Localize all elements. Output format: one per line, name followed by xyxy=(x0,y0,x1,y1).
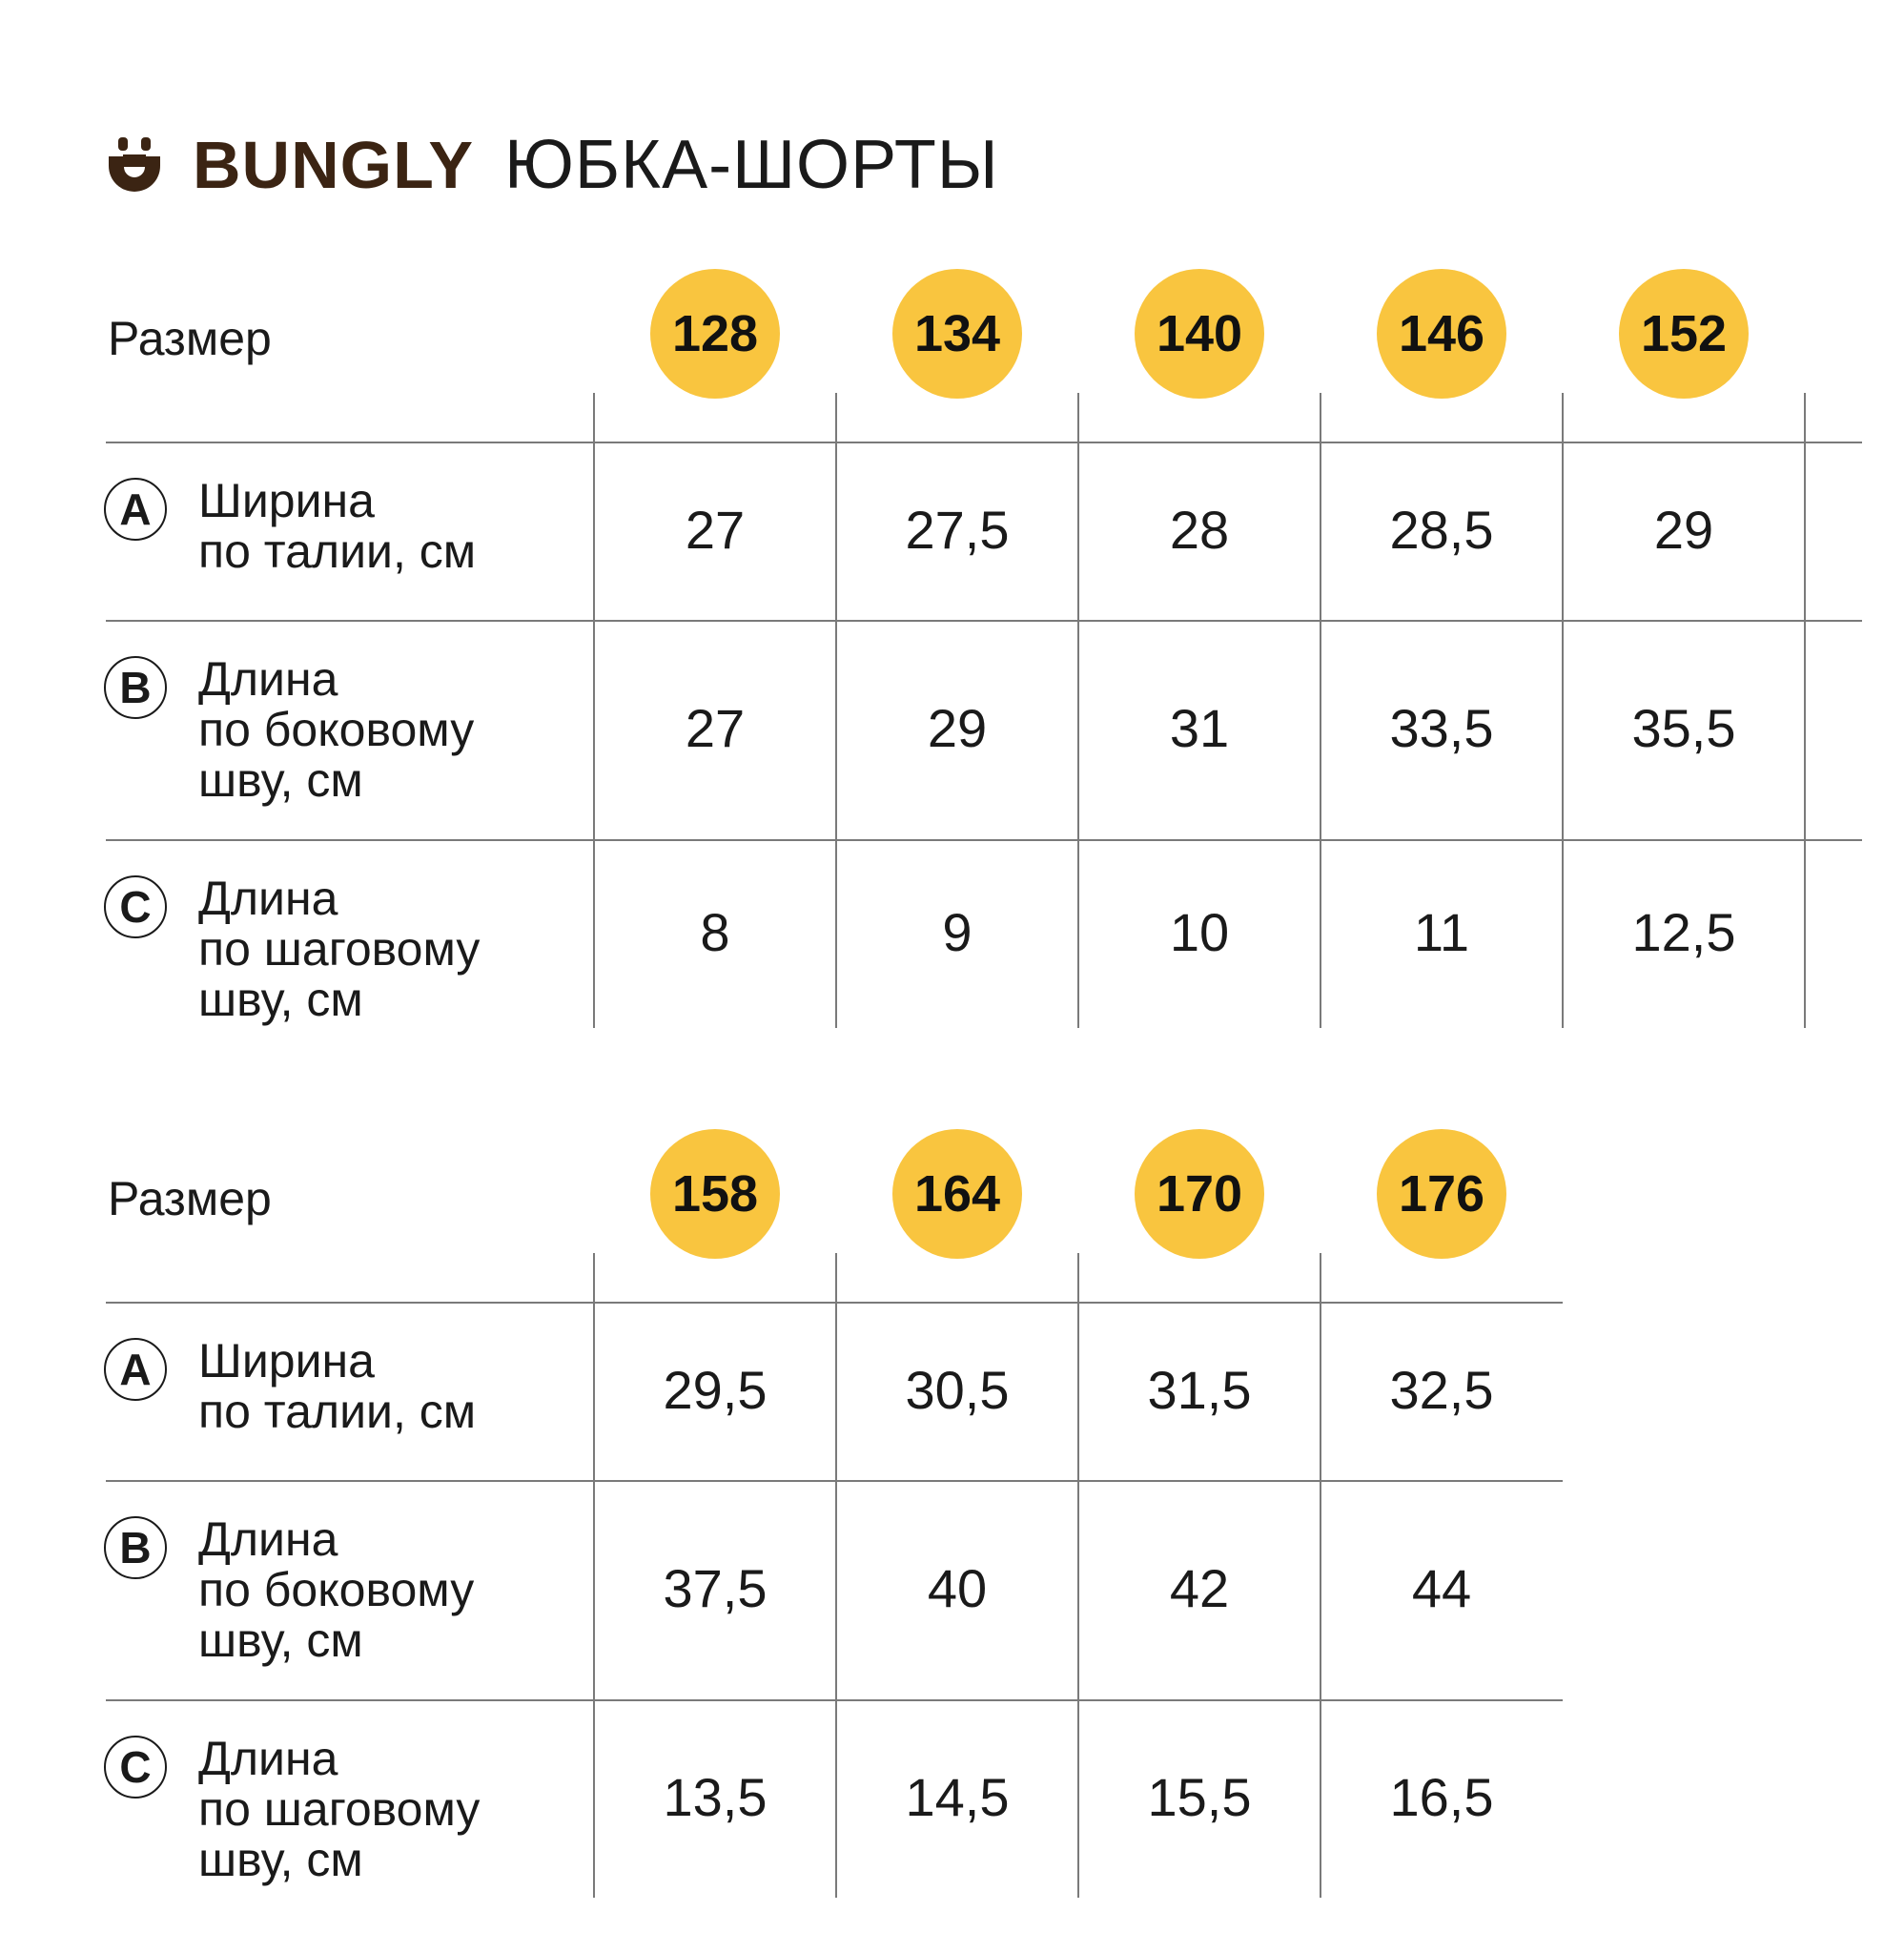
table-cell: 8 xyxy=(700,902,730,962)
table-cell: 15,5 xyxy=(1147,1767,1252,1827)
row-divider xyxy=(106,1699,1563,1701)
size-row-label: Размер xyxy=(108,312,272,365)
size-badge: 176 xyxy=(1377,1129,1506,1259)
row-label-line: по шаговому xyxy=(198,922,481,976)
table-cell: 16,5 xyxy=(1389,1767,1494,1827)
row-label-line: по шаговому xyxy=(198,1782,481,1836)
row-label-line: шву, см xyxy=(198,1614,363,1667)
row-letter-badge: B xyxy=(104,656,167,719)
table-cell: 42 xyxy=(1169,1558,1230,1618)
table-cell: 14,5 xyxy=(905,1767,1010,1827)
header: BUNGLY ЮБКА-ШОРТЫ xyxy=(105,113,999,217)
row-divider xyxy=(106,839,1862,841)
table-cell: 27,5 xyxy=(905,499,1010,560)
column-divider xyxy=(1804,393,1806,1028)
row-label: Ширина по талии, см xyxy=(198,1336,476,1437)
table-cell: 27 xyxy=(685,698,746,758)
table-cell: 31 xyxy=(1169,698,1230,758)
size-badge: 164 xyxy=(892,1129,1022,1259)
table-cell: 29 xyxy=(927,698,988,758)
column-divider xyxy=(1077,1253,1079,1898)
row-label-line: по боковому xyxy=(198,703,475,756)
row-divider xyxy=(106,1302,1563,1304)
table-cell: 28 xyxy=(1169,499,1230,560)
table-cell: 29,5 xyxy=(663,1359,768,1420)
product-title: ЮБКА-ШОРТЫ xyxy=(504,127,999,203)
row-divider xyxy=(106,442,1862,443)
table-cell: 44 xyxy=(1411,1558,1472,1618)
column-divider xyxy=(1320,393,1321,1028)
row-label-line: Ширина xyxy=(198,1334,375,1388)
row-letter-badge: A xyxy=(104,478,167,541)
size-badge: 146 xyxy=(1377,269,1506,399)
table-cell: 40 xyxy=(927,1558,988,1618)
column-divider xyxy=(835,393,837,1028)
size-row-label: Размер xyxy=(108,1172,272,1225)
row-label: Длина по шаговому шву, см xyxy=(198,874,480,1025)
table-cell: 28,5 xyxy=(1389,499,1494,560)
row-label: Длина по боковому шву, см xyxy=(198,654,474,806)
row-label: Длина по шаговому шву, см xyxy=(198,1734,480,1885)
row-label-line: Длина xyxy=(198,1512,338,1566)
table-cell: 9 xyxy=(942,902,972,962)
table-cell: 35,5 xyxy=(1631,698,1736,758)
table-cell: 32,5 xyxy=(1389,1359,1494,1420)
size-badge: 158 xyxy=(650,1129,780,1259)
column-divider xyxy=(1077,393,1079,1028)
row-label-line: Ширина xyxy=(198,474,375,527)
row-label-line: Длина xyxy=(198,872,338,925)
row-label-line: Длина xyxy=(198,1732,338,1785)
table-cell: 10 xyxy=(1169,902,1230,962)
smile-cup-icon xyxy=(109,137,160,192)
table-cell: 13,5 xyxy=(663,1767,768,1827)
column-divider xyxy=(835,1253,837,1898)
table-cell: 12,5 xyxy=(1631,902,1736,962)
size-badge: 170 xyxy=(1135,1129,1264,1259)
table-cell: 37,5 xyxy=(663,1558,768,1618)
brand-name: BUNGLY xyxy=(193,128,475,202)
row-label: Длина по боковому шву, см xyxy=(198,1514,474,1666)
table-cell: 11 xyxy=(1413,902,1470,962)
row-label-line: Длина xyxy=(198,652,338,706)
row-label-line: по талии, см xyxy=(198,1385,477,1438)
table-cell: 29 xyxy=(1653,499,1714,560)
table-cell: 30,5 xyxy=(905,1359,1010,1420)
row-letter-badge: A xyxy=(104,1338,167,1401)
row-divider xyxy=(106,1480,1563,1482)
table-cell: 33,5 xyxy=(1389,698,1494,758)
column-divider xyxy=(593,393,595,1028)
table-cell: 31,5 xyxy=(1147,1359,1252,1420)
row-label-line: по талии, см xyxy=(198,524,477,578)
row-label-line: по боковому xyxy=(198,1563,475,1616)
row-letter-badge: C xyxy=(104,875,167,938)
table-cell: 27 xyxy=(685,499,746,560)
size-badge: 134 xyxy=(892,269,1022,399)
size-badge: 152 xyxy=(1619,269,1749,399)
row-label-line: шву, см xyxy=(198,1833,363,1886)
row-letter-badge: C xyxy=(104,1736,167,1799)
row-divider xyxy=(106,620,1862,622)
column-divider xyxy=(1562,393,1564,1028)
column-divider xyxy=(593,1253,595,1898)
size-badge: 140 xyxy=(1135,269,1264,399)
row-label-line: шву, см xyxy=(198,973,363,1026)
size-badge: 128 xyxy=(650,269,780,399)
row-letter-badge: B xyxy=(104,1516,167,1579)
row-label-line: шву, см xyxy=(198,753,363,807)
row-label: Ширина по талии, см xyxy=(198,476,476,577)
column-divider xyxy=(1320,1253,1321,1898)
